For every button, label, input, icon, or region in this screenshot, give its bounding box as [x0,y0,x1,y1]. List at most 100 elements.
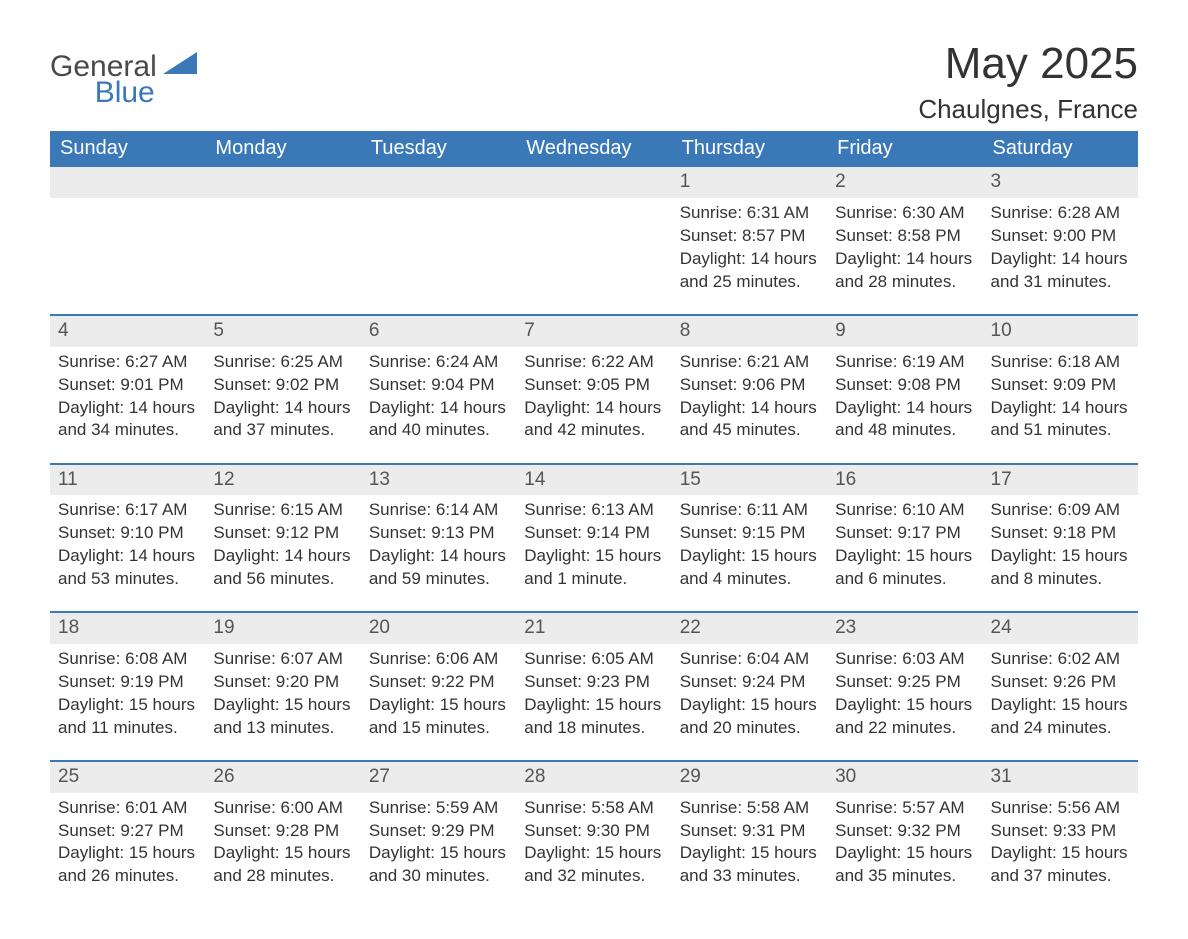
sunset-line: Sunset: 9:29 PM [369,820,508,843]
sunrise-line: Sunrise: 5:57 AM [835,797,974,820]
calendar-page: General Blue May 2025 Chaulgnes, France … [0,0,1188,939]
sunset-line: Sunset: 9:32 PM [835,820,974,843]
daylight-line: Daylight: 15 hours and 30 minutes. [369,842,508,888]
day-number [516,167,671,198]
header-row: General Blue May 2025 Chaulgnes, France [50,40,1138,125]
sunrise-line: Sunrise: 6:07 AM [213,648,352,671]
daylight-line: Daylight: 15 hours and 35 minutes. [835,842,974,888]
sunset-line: Sunset: 9:10 PM [58,522,197,545]
sunrise-line: Sunrise: 6:31 AM [680,202,819,225]
day-number: 31 [983,762,1138,793]
sunset-line: Sunset: 9:18 PM [991,522,1130,545]
day-details: Sunrise: 6:21 AMSunset: 9:06 PMDaylight:… [680,351,819,445]
sunset-line: Sunset: 9:30 PM [524,820,663,843]
daylight-line: Daylight: 15 hours and 32 minutes. [524,842,663,888]
day-details: Sunrise: 6:03 AMSunset: 9:25 PMDaylight:… [835,648,974,742]
calendar-day-cell: 15Sunrise: 6:11 AMSunset: 9:15 PMDayligh… [672,464,827,613]
sunrise-line: Sunrise: 6:30 AM [835,202,974,225]
day-number: 20 [361,613,516,644]
day-details: Sunrise: 6:25 AMSunset: 9:02 PMDaylight:… [213,351,352,445]
calendar-table: Sunday Monday Tuesday Wednesday Thursday… [50,131,1138,908]
day-number: 25 [50,762,205,793]
calendar-day-cell: 22Sunrise: 6:04 AMSunset: 9:24 PMDayligh… [672,612,827,761]
day-number: 26 [205,762,360,793]
sunrise-line: Sunrise: 6:14 AM [369,499,508,522]
day-number: 30 [827,762,982,793]
day-number: 22 [672,613,827,644]
calendar-day-cell: 10Sunrise: 6:18 AMSunset: 9:09 PMDayligh… [983,315,1138,464]
calendar-day-cell [50,167,205,315]
sunrise-line: Sunrise: 5:58 AM [680,797,819,820]
sunset-line: Sunset: 9:00 PM [991,225,1130,248]
sunrise-line: Sunrise: 6:05 AM [524,648,663,671]
sunset-line: Sunset: 9:05 PM [524,374,663,397]
daylight-line: Daylight: 15 hours and 4 minutes. [680,545,819,591]
brand-line2: Blue [50,78,157,108]
day-number: 18 [50,613,205,644]
sunset-line: Sunset: 9:28 PM [213,820,352,843]
calendar-day-cell: 21Sunrise: 6:05 AMSunset: 9:23 PMDayligh… [516,612,671,761]
calendar-day-cell: 18Sunrise: 6:08 AMSunset: 9:19 PMDayligh… [50,612,205,761]
day-details: Sunrise: 6:11 AMSunset: 9:15 PMDaylight:… [680,499,819,593]
daylight-line: Daylight: 14 hours and 48 minutes. [835,397,974,443]
day-number [361,167,516,198]
calendar-day-cell: 7Sunrise: 6:22 AMSunset: 9:05 PMDaylight… [516,315,671,464]
day-details: Sunrise: 6:09 AMSunset: 9:18 PMDaylight:… [991,499,1130,593]
daylight-line: Daylight: 14 hours and 42 minutes. [524,397,663,443]
brand-logo: General Blue [50,40,197,108]
day-details: Sunrise: 5:59 AMSunset: 9:29 PMDaylight:… [369,797,508,891]
weekday-header: Monday [205,131,360,167]
sunset-line: Sunset: 9:17 PM [835,522,974,545]
weekday-header: Friday [827,131,982,167]
calendar-day-cell: 3 Sunrise: 6:28 AMSunset: 9:00 PMDaylight… [983,167,1138,315]
daylight-line: Daylight: 14 hours and 34 minutes. [58,397,197,443]
weekday-header: Saturday [983,131,1138,167]
day-details: Sunrise: 5:56 AMSunset: 9:33 PMDaylight:… [991,797,1130,891]
calendar-day-cell: 19Sunrise: 6:07 AMSunset: 9:20 PMDayligh… [205,612,360,761]
day-number: 29 [672,762,827,793]
sunrise-line: Sunrise: 6:01 AM [58,797,197,820]
day-number: 2 [827,167,982,198]
sunset-line: Sunset: 9:22 PM [369,671,508,694]
calendar-day-cell: 24Sunrise: 6:02 AMSunset: 9:26 PMDayligh… [983,612,1138,761]
calendar-day-cell: 27Sunrise: 5:59 AMSunset: 9:29 PMDayligh… [361,761,516,909]
day-details: Sunrise: 6:24 AMSunset: 9:04 PMDaylight:… [369,351,508,445]
calendar-day-cell: 23Sunrise: 6:03 AMSunset: 9:25 PMDayligh… [827,612,982,761]
day-details: Sunrise: 6:28 AMSunset: 9:00 PMDaylight:… [991,202,1130,296]
calendar-day-cell [205,167,360,315]
day-details [58,202,197,296]
weekday-header-row: Sunday Monday Tuesday Wednesday Thursday… [50,131,1138,167]
day-number: 3 [983,167,1138,198]
day-details: Sunrise: 5:58 AMSunset: 9:31 PMDaylight:… [680,797,819,891]
sunrise-line: Sunrise: 6:10 AM [835,499,974,522]
day-number: 4 [50,316,205,347]
sunrise-line: Sunrise: 6:19 AM [835,351,974,374]
calendar-week-row: 4Sunrise: 6:27 AMSunset: 9:01 PMDaylight… [50,315,1138,464]
daylight-line: Daylight: 14 hours and 25 minutes. [680,248,819,294]
daylight-line: Daylight: 14 hours and 53 minutes. [58,545,197,591]
calendar-day-cell: 13Sunrise: 6:14 AMSunset: 9:13 PMDayligh… [361,464,516,613]
daylight-line: Daylight: 15 hours and 18 minutes. [524,694,663,740]
calendar-day-cell: 28Sunrise: 5:58 AMSunset: 9:30 PMDayligh… [516,761,671,909]
day-details: Sunrise: 6:15 AMSunset: 9:12 PMDaylight:… [213,499,352,593]
day-details: Sunrise: 6:22 AMSunset: 9:05 PMDaylight:… [524,351,663,445]
day-number [50,167,205,198]
day-details: Sunrise: 6:31 AMSunset: 8:57 PMDaylight:… [680,202,819,296]
sunrise-line: Sunrise: 6:03 AM [835,648,974,671]
calendar-day-cell: 4Sunrise: 6:27 AMSunset: 9:01 PMDaylight… [50,315,205,464]
calendar-week-row: 25Sunrise: 6:01 AMSunset: 9:27 PMDayligh… [50,761,1138,909]
day-number: 8 [672,316,827,347]
sunset-line: Sunset: 9:01 PM [58,374,197,397]
day-details: Sunrise: 6:17 AMSunset: 9:10 PMDaylight:… [58,499,197,593]
sunset-line: Sunset: 9:06 PM [680,374,819,397]
day-details: Sunrise: 6:19 AMSunset: 9:08 PMDaylight:… [835,351,974,445]
daylight-line: Daylight: 15 hours and 37 minutes. [991,842,1130,888]
sunset-line: Sunset: 9:26 PM [991,671,1130,694]
calendar-week-row: 18Sunrise: 6:08 AMSunset: 9:19 PMDayligh… [50,612,1138,761]
day-number: 17 [983,465,1138,496]
sunset-line: Sunset: 9:31 PM [680,820,819,843]
sunset-line: Sunset: 9:04 PM [369,374,508,397]
sunset-line: Sunset: 9:33 PM [991,820,1130,843]
day-number: 14 [516,465,671,496]
calendar-day-cell: 5Sunrise: 6:25 AMSunset: 9:02 PMDaylight… [205,315,360,464]
